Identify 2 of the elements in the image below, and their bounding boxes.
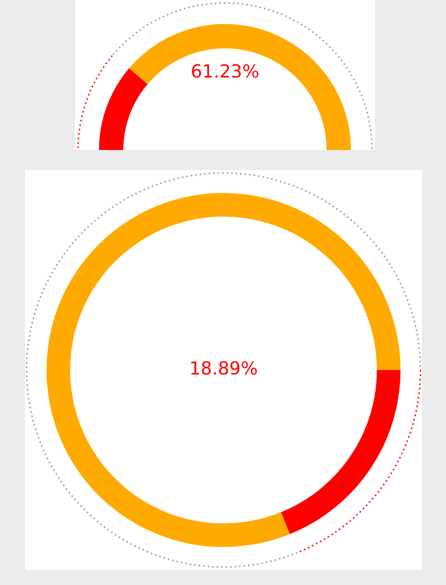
text: 61.23% <box>190 62 260 83</box>
text: 18.89% <box>189 358 258 380</box>
